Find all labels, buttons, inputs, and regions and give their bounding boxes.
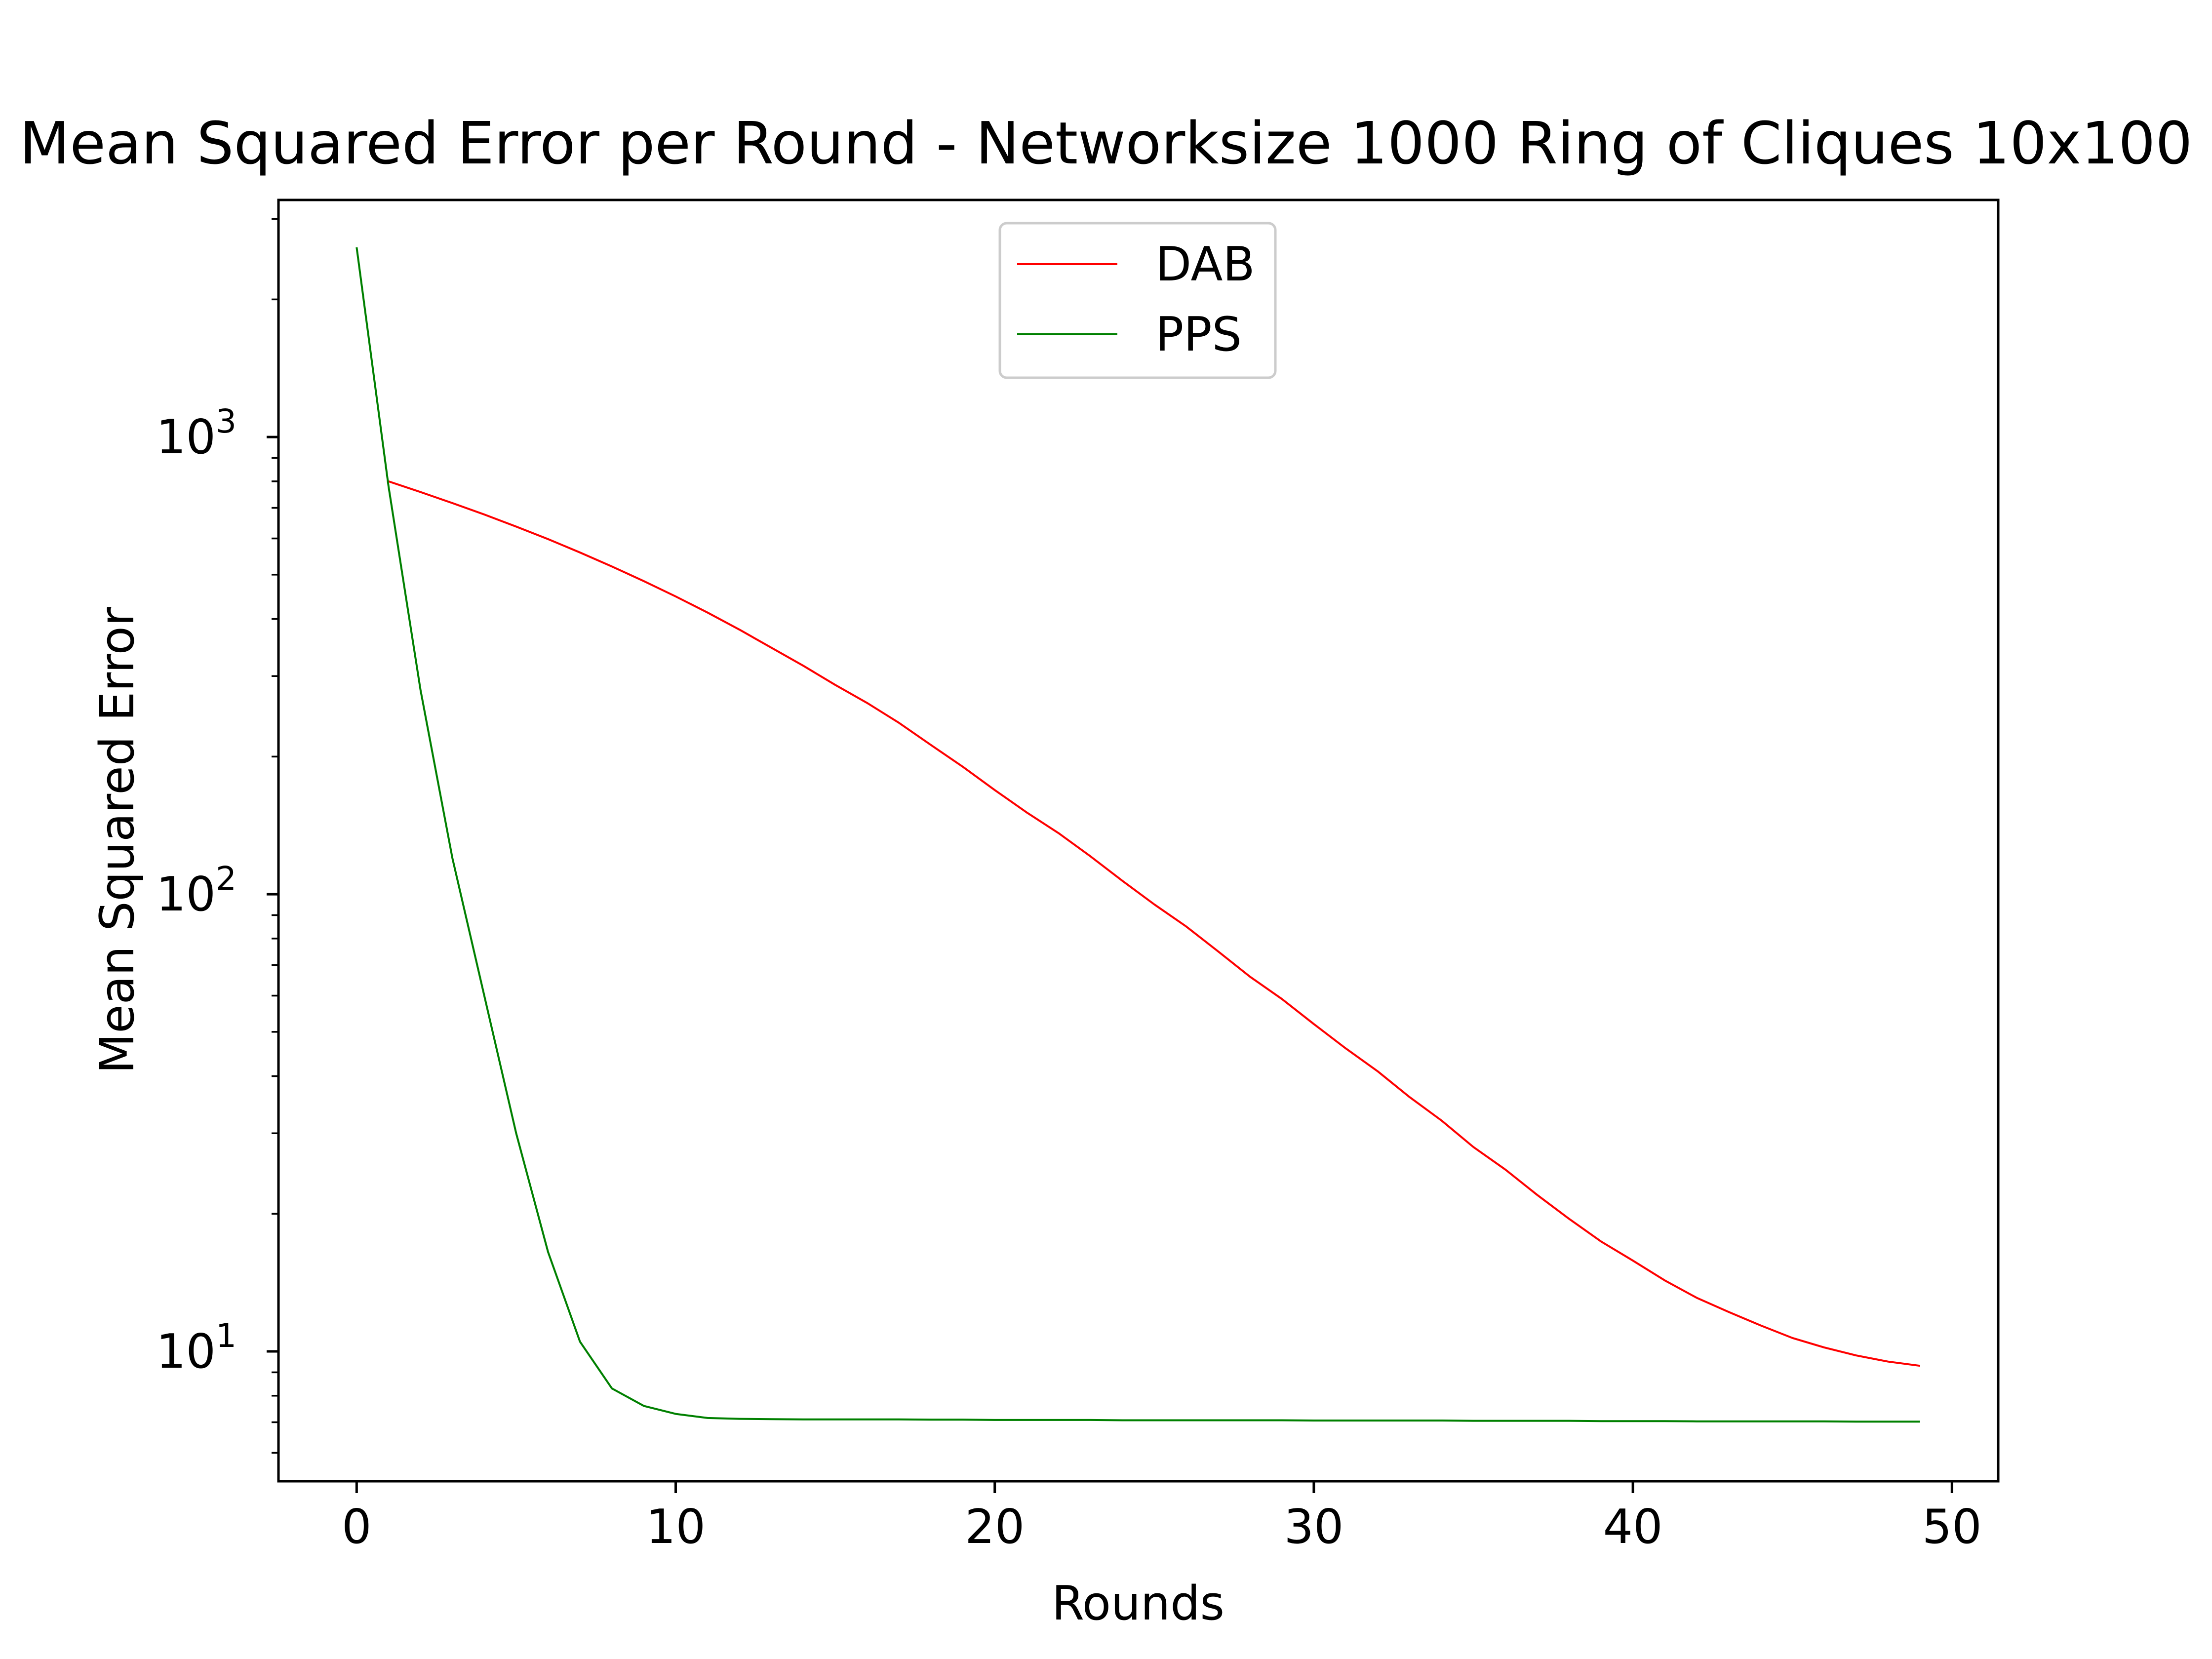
chart-title: Mean Squared Error per Round - Networksi… — [20, 109, 2193, 177]
plot-lines — [356, 247, 1920, 1423]
x-tick-label: 10 — [646, 1500, 706, 1554]
legend: DAB PPS — [998, 222, 1277, 379]
y-tick-label: 103 — [156, 402, 237, 465]
legend-label-dab: DAB — [1155, 237, 1255, 292]
legend-entries: DAB PPS — [1017, 237, 1255, 362]
plot-frame — [277, 198, 2000, 1483]
y-tick-label: 102 — [156, 860, 237, 922]
legend-box — [998, 222, 1277, 379]
y-tick-label: 101 — [156, 1317, 237, 1379]
y-axis-label: Mean Squared Error — [90, 606, 145, 1073]
series-line-dab — [388, 480, 1920, 1367]
x-tick-label: 40 — [1603, 1500, 1663, 1554]
y-axis: 101 102 103 — [156, 218, 278, 1454]
x-tick-label: 50 — [1922, 1500, 1982, 1554]
x-tick-label: 0 — [342, 1500, 371, 1554]
series-line-pps — [356, 247, 1920, 1423]
legend-label-pps: PPS — [1155, 308, 1242, 362]
x-axis: 0 10 20 30 40 50 — [342, 1481, 1982, 1554]
x-tick-label: 30 — [1284, 1500, 1343, 1554]
x-tick-label: 20 — [965, 1500, 1025, 1554]
x-axis-label: Rounds — [1052, 1577, 1224, 1631]
